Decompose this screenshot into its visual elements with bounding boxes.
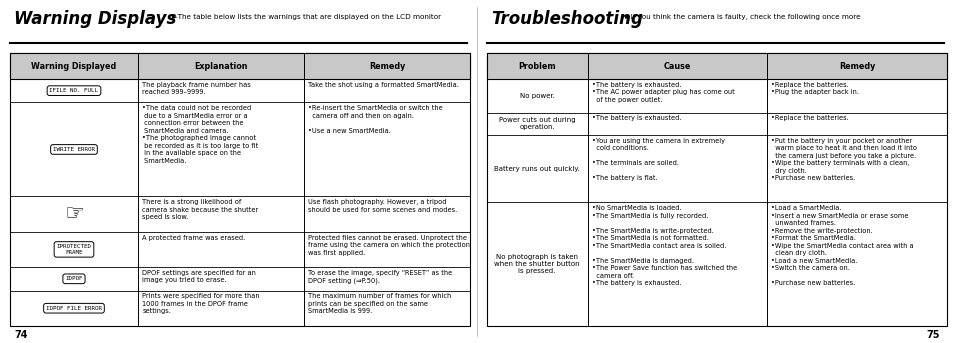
Text: •Replace the batteries.: •Replace the batteries. [770, 115, 848, 121]
Text: Remedy: Remedy [838, 61, 874, 71]
Bar [486, 53, 945, 326]
Text: Protected files cannot be erased. Unprotect the
frame using the camera on which : Protected files cannot be erased. Unprot… [308, 235, 470, 256]
Text: •No SmartMedia is loaded.
•The SmartMedia is fully recorded.

•The SmartMedia is: •No SmartMedia is loaded. •The SmartMedi… [591, 205, 736, 286]
Text: No power.: No power. [519, 93, 554, 99]
Text: Explanation: Explanation [194, 61, 248, 71]
Text: •Replace the batteries.
•Plug the adapter back in.: •Replace the batteries. •Plug the adapte… [770, 82, 859, 95]
Text: A protected frame was erased.: A protected frame was erased. [142, 235, 245, 240]
Text: IFILE NO. FULL: IFILE NO. FULL [50, 88, 98, 93]
Text: ►The table below lists the warnings that are displayed on the LCD monitor: ►The table below lists the warnings that… [172, 14, 440, 20]
Text: •The battery is exhausted.: •The battery is exhausted. [591, 115, 680, 121]
Text: The playback frame number has
reached 999–9999.: The playback frame number has reached 99… [142, 82, 251, 95]
Bar [486, 53, 945, 79]
Text: IDPOF: IDPOF [65, 276, 83, 281]
Text: The maximum number of frames for which
prints can be specified on the same
Smart: The maximum number of frames for which p… [308, 293, 451, 314]
Text: ☞: ☞ [64, 204, 84, 224]
Text: Power cuts out during
operation.: Power cuts out during operation. [498, 117, 575, 130]
Text: DPOF settings are specified for an
image you tried to erase.: DPOF settings are specified for an image… [142, 270, 255, 283]
Bar [486, 53, 945, 79]
Bar [10, 53, 469, 79]
Text: Remedy: Remedy [369, 61, 405, 71]
Text: IDPOF FILE ERROR: IDPOF FILE ERROR [46, 306, 102, 311]
Text: ►If you think the camera is faulty, check the following once more: ►If you think the camera is faulty, chec… [624, 14, 860, 20]
Text: •Re-insert the SmartMedia or switch the
  camera off and then on again.

•Use a : •Re-insert the SmartMedia or switch the … [308, 105, 442, 134]
Bar [10, 53, 469, 326]
Text: Warning Displayed: Warning Displayed [31, 61, 116, 71]
Text: There is a strong likelihood of
camera shake because the shutter
speed is slow.: There is a strong likelihood of camera s… [142, 199, 258, 220]
Text: Battery runs out quickly.: Battery runs out quickly. [494, 166, 579, 172]
Text: 75: 75 [925, 330, 939, 340]
Text: •Load a SmartMedia.
•Insert a new SmartMedia or erase some
  unwanted frames.
•R: •Load a SmartMedia. •Insert a new SmartM… [770, 205, 913, 286]
Text: Prints were specified for more than
1000 frames in the DPOF frame
settings.: Prints were specified for more than 1000… [142, 293, 259, 314]
Text: Warning Displays: Warning Displays [14, 10, 176, 28]
Text: Use flash photography. However, a tripod
should be used for some scenes and mode: Use flash photography. However, a tripod… [308, 199, 456, 213]
Text: IWRITE ERROR: IWRITE ERROR [53, 147, 95, 152]
Text: Cause: Cause [663, 61, 691, 71]
Text: No photograph is taken
when the shutter button
is pressed.: No photograph is taken when the shutter … [494, 254, 579, 274]
Text: Troubleshooting: Troubleshooting [491, 10, 642, 28]
Bar [10, 53, 469, 79]
Text: IPROTECTED
FRAME: IPROTECTED FRAME [56, 244, 91, 255]
Text: To erase the image, specify “RESET” as the
DPOF setting (⇒P.50).: To erase the image, specify “RESET” as t… [308, 270, 452, 284]
Text: •You are using the camera in extremely
  cold conditions.

•The terminals are so: •You are using the camera in extremely c… [591, 138, 724, 181]
Text: 74: 74 [14, 330, 28, 340]
Text: Take the shot using a formatted SmartMedia.: Take the shot using a formatted SmartMed… [308, 82, 458, 87]
Text: •The data could not be recorded
 due to a SmartMedia error or a
 connection erro: •The data could not be recorded due to a… [142, 105, 258, 164]
Text: •Put the battery in your pocket or another
  warm place to heat it and then load: •Put the battery in your pocket or anoth… [770, 138, 916, 181]
Text: •The battery is exhausted.
•The AC power adapter plug has come out
  of the powe: •The battery is exhausted. •The AC power… [591, 82, 734, 103]
Text: Problem: Problem [517, 61, 556, 71]
